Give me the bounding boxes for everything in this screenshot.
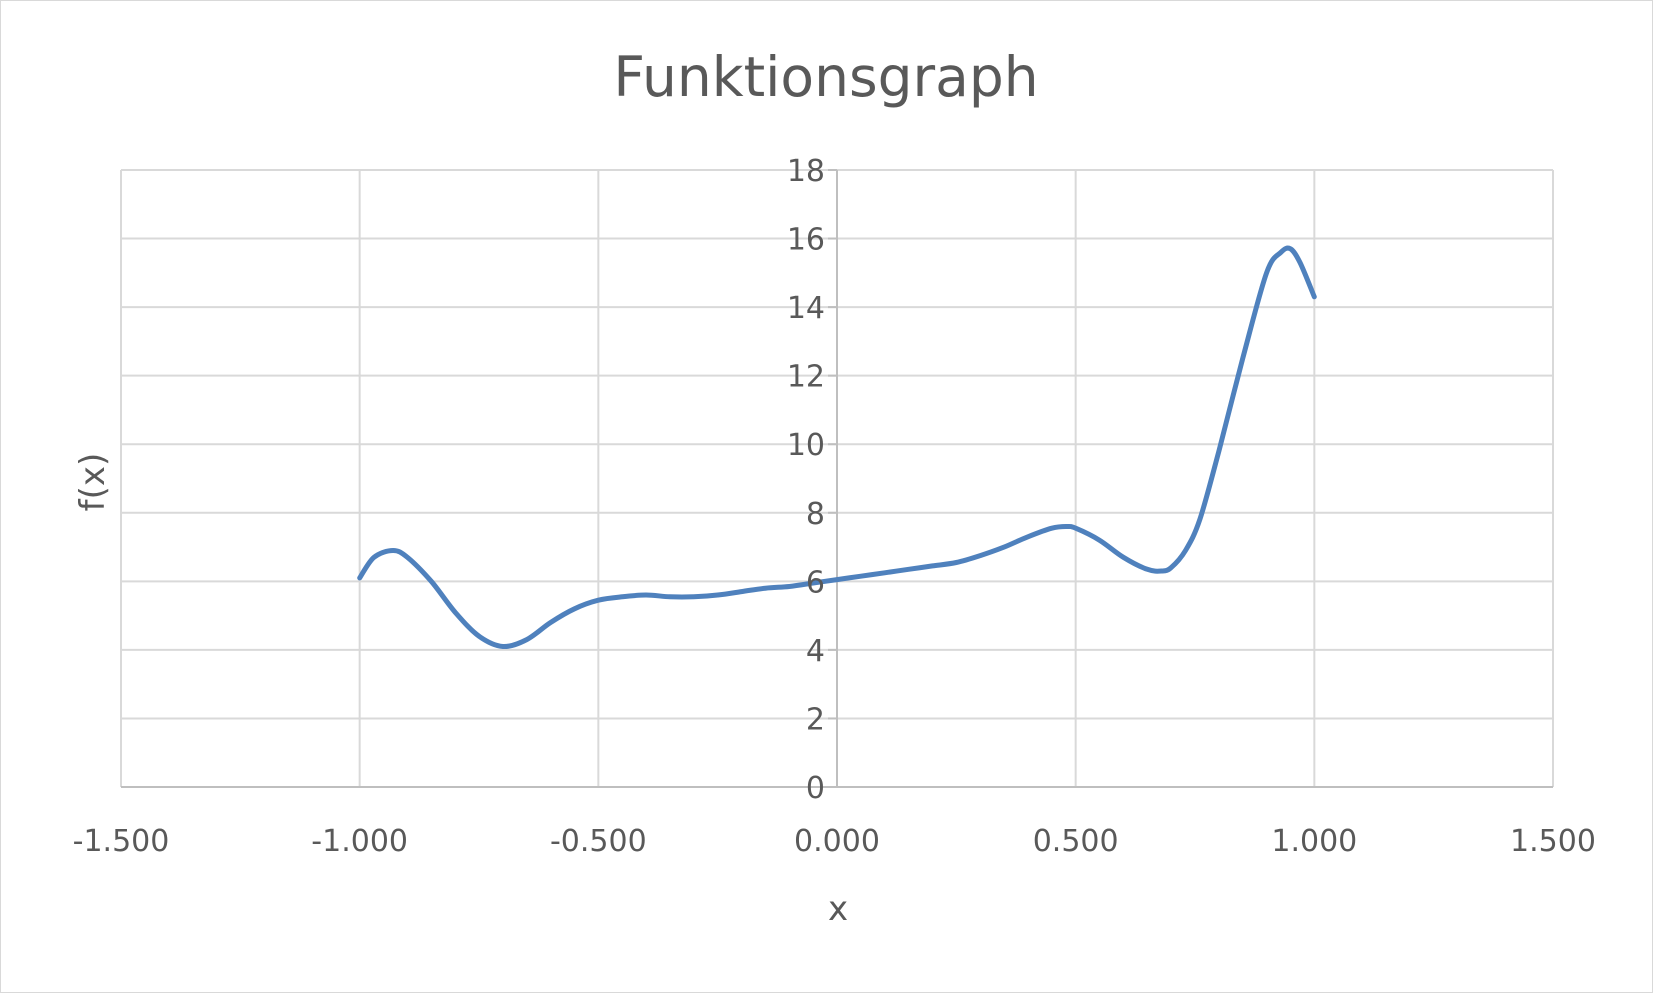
y-tick-label: 8: [806, 497, 825, 532]
x-tick-label: -1.000: [311, 824, 408, 859]
series-line: [357, 245, 1317, 650]
x-tick-label: 1.000: [1271, 824, 1357, 859]
x-tick-label: 0.500: [1033, 824, 1119, 859]
y-tick-label: 16: [787, 223, 825, 258]
chart-title: Funktionsgraph: [613, 45, 1038, 109]
axes: [121, 169, 1553, 788]
y-tick-label: 18: [787, 154, 825, 189]
x-tick-label: -1.500: [73, 824, 170, 859]
x-tick-label: 0.000: [794, 824, 880, 859]
x-axis-title: x: [828, 889, 848, 929]
y-tick-label: 4: [806, 634, 825, 669]
x-tick-label: 1.500: [1510, 824, 1596, 859]
y-tick-label: 0: [806, 771, 825, 806]
y-tick-label: 14: [787, 291, 825, 326]
y-tick-label: 10: [787, 428, 825, 463]
x-tick-label: -0.500: [550, 824, 647, 859]
plot-series: [357, 245, 1317, 650]
y-tick-label: 12: [787, 360, 825, 395]
y-tick-label: 6: [806, 565, 825, 600]
tick-labels: 0 2 4 6 8 10 12 14 16 18 -1.500 -1.000 -0.500 0.000 0.…: [73, 154, 1596, 859]
y-axis-title: f(x): [73, 453, 113, 512]
y-tick-label: 2: [806, 702, 825, 737]
